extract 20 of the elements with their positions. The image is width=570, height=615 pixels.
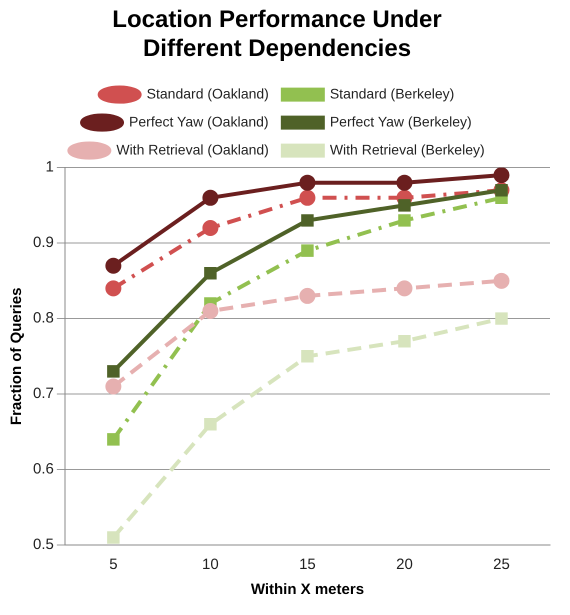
x-tick-label: 15 bbox=[299, 556, 316, 574]
x-axis-title: Within X meters bbox=[250, 581, 364, 598]
y-tick-label: 0.5 bbox=[32, 536, 54, 554]
y-tick-label: 0.6 bbox=[32, 460, 54, 478]
x-tick-label: 5 bbox=[109, 556, 118, 574]
chart-title: Location Performance Under Different Dependencies bbox=[112, 6, 442, 62]
y-tick-label: 0.7 bbox=[32, 385, 54, 402]
y-tick-label: 0.8 bbox=[32, 310, 54, 327]
y-axis-title: Fraction of Queries bbox=[8, 288, 26, 426]
legend-label: Perfect Yaw (Berkeley) bbox=[330, 113, 472, 130]
legend-label: Standard (Oakland) bbox=[146, 85, 269, 102]
x-tick-label: 20 bbox=[396, 556, 413, 574]
y-tick-label: 1 bbox=[46, 158, 54, 176]
legend-label: Standard (Berkeley) bbox=[330, 85, 454, 102]
x-tick-label: 25 bbox=[493, 556, 510, 574]
legend-label: With Retrieval (Oakland) bbox=[116, 141, 269, 158]
legend-label: With Retrieval (Berkeley) bbox=[330, 141, 485, 158]
x-tick-label: 10 bbox=[202, 556, 219, 574]
y-tick-label: 0.9 bbox=[32, 234, 54, 252]
legend-label: Perfect Yaw (Oakland) bbox=[129, 113, 269, 130]
